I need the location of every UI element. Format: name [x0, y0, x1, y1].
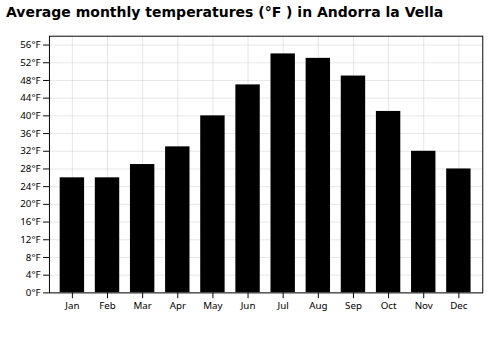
- svg-text:May: May: [203, 299, 222, 312]
- svg-text:16°F: 16°F: [20, 215, 40, 228]
- svg-text:28°F: 28°F: [20, 162, 40, 175]
- svg-text:Dec: Dec: [450, 299, 468, 312]
- svg-text:Feb: Feb: [99, 299, 116, 312]
- svg-text:56°F: 56°F: [20, 38, 40, 51]
- html-text:Average monthly temperatures (: Average monthly temperatures (°F ) in An…: [6, 4, 444, 20]
- svg-text:4°F: 4°F: [26, 268, 41, 281]
- svg-text:Nov: Nov: [415, 299, 433, 312]
- svg-text:Aug: Aug: [309, 299, 327, 312]
- svg-text:Jun: Jun: [240, 299, 256, 312]
- svg-text:Jan: Jan: [64, 299, 79, 312]
- svg-text:48°F: 48°F: [20, 74, 40, 87]
- svg-text:32°F: 32°F: [20, 144, 40, 157]
- svg-text:Jul: Jul: [277, 299, 289, 312]
- svg-text:24°F: 24°F: [20, 180, 40, 193]
- svg-text:Mar: Mar: [133, 299, 151, 312]
- svg-text:12°F: 12°F: [20, 233, 40, 246]
- svg-text:Oct: Oct: [381, 299, 397, 312]
- svg-text:20°F: 20°F: [20, 197, 40, 210]
- svg-text:8°F: 8°F: [26, 251, 41, 264]
- svg-text:Sep: Sep: [345, 299, 362, 312]
- svg-text:Apr: Apr: [170, 299, 186, 312]
- svg-text:40°F: 40°F: [20, 109, 40, 122]
- svg-text:44°F: 44°F: [20, 91, 40, 104]
- svg-text:0°F: 0°F: [26, 286, 41, 299]
- svg-text:52°F: 52°F: [20, 56, 40, 69]
- svg-text:36°F: 36°F: [20, 127, 40, 140]
